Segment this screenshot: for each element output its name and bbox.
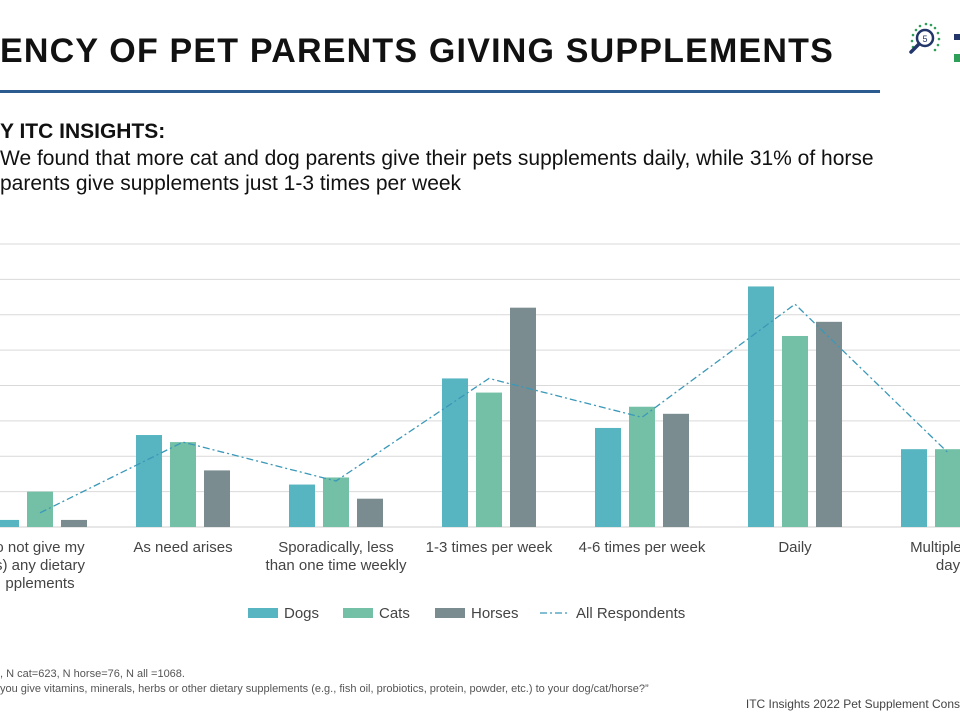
magnifier-dots-icon: 5: [909, 22, 960, 62]
x-tick-label: Daily: [778, 539, 812, 556]
legend-swatch: [343, 608, 373, 618]
x-tick-label: 1-3 times per week: [426, 539, 553, 556]
legend-label: Horses: [471, 605, 519, 622]
legend-label: Dogs: [284, 605, 319, 622]
insight-line: We found that more cat and dog parents g…: [0, 147, 874, 170]
footnote-sample: , N cat=623, N horse=76, N all =1068.: [0, 668, 185, 680]
logo-mark-text: 5: [922, 34, 927, 44]
bar-cats: [782, 335, 808, 527]
bar-cats: [27, 491, 53, 527]
bar-dogs: [901, 449, 927, 527]
source-credit: ITC Insights 2022 Pet Supplement Cons: [745, 697, 960, 711]
bar-horses: [204, 470, 230, 527]
x-tick-label: o not give my: [0, 539, 85, 556]
x-tick-label: pplements: [5, 575, 74, 592]
x-tick-label: s) any dietary: [0, 557, 86, 574]
page-title: ENCY OF PET PARENTS GIVING SUPPLEMENTS: [0, 32, 835, 70]
bar-cats: [629, 406, 655, 527]
insights-heading: Y ITC INSIGHTS:: [0, 120, 166, 143]
bar-cats: [476, 392, 502, 527]
logo: 5: [900, 18, 960, 70]
x-tick-label: 4-6 times per week: [579, 539, 706, 556]
bar-cats: [935, 449, 960, 527]
legend-label: Cats: [379, 605, 410, 622]
x-tick-label: day: [936, 557, 960, 574]
x-tick-label: As need arises: [133, 539, 232, 556]
legend-swatch: [435, 608, 465, 618]
bar-horses: [816, 321, 842, 527]
footnote-question: you give vitamins, minerals, herbs or ot…: [0, 683, 649, 695]
bar-dogs: [595, 427, 621, 527]
bar-horses: [663, 413, 689, 527]
bar-horses: [61, 519, 87, 527]
bar-dogs: [136, 435, 162, 527]
x-tick-label: Sporadically, less: [278, 539, 394, 556]
legend-label: All Respondents: [576, 605, 685, 622]
insights-text: We found that more cat and dog parents g…: [0, 146, 900, 196]
x-tick-label: than one time weekly: [266, 557, 407, 574]
bar-dogs: [289, 484, 315, 527]
bar-horses: [510, 307, 536, 527]
bar-horses: [357, 498, 383, 527]
bar-cats: [323, 477, 349, 527]
insight-line: parents give supplements just 1-3 times …: [0, 172, 462, 195]
bar-dogs: [748, 286, 774, 527]
bar-dogs: [0, 519, 19, 527]
legend-swatch: [248, 608, 278, 618]
title-divider: [0, 90, 880, 93]
bar-dogs: [442, 378, 468, 527]
line-all-respondents: [39, 303, 949, 514]
bar-cats: [170, 442, 196, 527]
x-tick-label: Multiple tim: [910, 539, 960, 556]
